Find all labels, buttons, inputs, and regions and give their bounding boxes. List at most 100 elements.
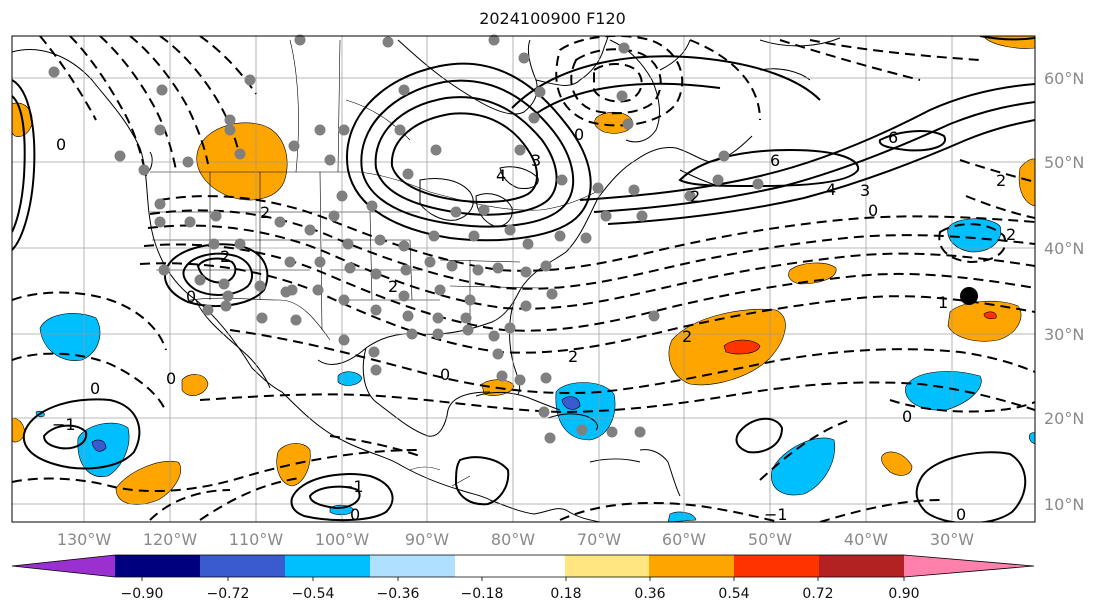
station-marker	[752, 178, 764, 190]
station-marker	[370, 268, 382, 280]
highlight-marker	[960, 287, 978, 305]
lat-tick-label: 50°N	[1044, 153, 1084, 172]
station-marker	[382, 36, 394, 48]
colorbar-segment	[734, 555, 819, 577]
station-marker	[544, 432, 556, 444]
colorbar-segment	[200, 555, 285, 577]
station-marker	[528, 112, 540, 124]
lat-tick-label: 40°N	[1044, 239, 1084, 258]
station-marker	[274, 216, 286, 228]
station-marker	[294, 34, 306, 46]
lon-tick-label: 90°W	[405, 530, 449, 549]
station-marker	[314, 124, 326, 136]
station-marker	[328, 210, 340, 222]
station-marker	[366, 200, 378, 212]
colorbar-segment	[649, 555, 734, 577]
station-marker	[194, 274, 206, 286]
station-marker	[154, 198, 166, 210]
station-marker	[618, 42, 630, 54]
station-marker	[114, 150, 126, 162]
station-marker	[464, 294, 476, 306]
contour-label: 3	[860, 181, 870, 200]
contour-label: −1	[340, 477, 364, 496]
station-marker	[634, 426, 646, 438]
contour-label: 0	[186, 287, 196, 306]
station-marker	[648, 310, 660, 322]
colorbar-tick-label: −0.36	[377, 586, 420, 602]
lon-tick-label: 30°W	[930, 530, 974, 549]
station-marker	[338, 334, 350, 346]
station-marker	[280, 286, 292, 298]
station-marker	[314, 256, 326, 268]
contour-label: 4	[826, 180, 836, 199]
colorbar-segment	[565, 555, 649, 577]
station-marker	[616, 90, 628, 102]
colorbar-high-extension	[904, 555, 1034, 577]
colorbar-tick-label: 0.72	[802, 586, 833, 602]
contour-label: 4	[496, 166, 506, 185]
station-marker	[496, 370, 508, 382]
station-marker	[284, 256, 296, 268]
station-marker	[324, 154, 336, 166]
station-marker	[370, 304, 382, 316]
station-marker	[424, 256, 436, 268]
contour-label: 2	[690, 187, 700, 206]
contour-label: 2	[682, 327, 692, 346]
station-marker	[254, 280, 266, 292]
contour-label: 0	[440, 365, 450, 384]
contour-label: 0	[574, 125, 584, 144]
colorbar-tick-label: −0.54	[292, 586, 335, 602]
station-marker	[288, 140, 300, 152]
contour-label: 0	[868, 201, 878, 220]
station-marker	[234, 238, 246, 250]
station-markers	[48, 34, 764, 444]
station-marker	[402, 310, 414, 322]
station-marker	[208, 238, 220, 250]
contour-label: 0	[90, 379, 100, 398]
colorbar-tick-label: 0.18	[550, 586, 581, 602]
station-marker	[398, 84, 410, 96]
station-marker	[432, 328, 444, 340]
station-marker	[556, 174, 568, 186]
contour-label: 6	[770, 151, 780, 170]
colorbar-tick-label: −0.72	[207, 586, 250, 602]
contour-label: 2	[220, 247, 230, 266]
station-marker	[606, 426, 618, 438]
colorbar-segment	[285, 555, 370, 577]
station-marker	[712, 174, 724, 186]
contour-label: 0	[956, 505, 966, 524]
station-marker	[338, 294, 350, 306]
station-marker	[504, 322, 516, 334]
station-marker	[576, 424, 588, 436]
contour-label: 2	[260, 203, 270, 222]
contour-label: −1	[52, 415, 76, 434]
map-title: 2024100900 F120	[479, 9, 626, 28]
station-marker	[342, 238, 354, 250]
station-marker	[488, 330, 500, 342]
colorbar-tick-label: 0.54	[718, 586, 749, 602]
contour-label: −1	[764, 505, 788, 524]
station-marker	[224, 124, 236, 136]
station-marker	[492, 348, 504, 360]
station-marker	[434, 284, 446, 296]
station-marker	[156, 84, 168, 96]
station-marker	[428, 230, 440, 242]
station-marker	[540, 260, 552, 272]
station-marker	[368, 346, 380, 358]
station-marker	[234, 148, 246, 160]
station-marker	[344, 262, 356, 274]
contour-label: 0	[166, 369, 176, 388]
station-marker	[636, 210, 648, 222]
station-marker	[154, 216, 166, 228]
station-marker	[446, 260, 458, 272]
station-marker	[592, 182, 604, 194]
station-marker	[718, 150, 730, 162]
station-marker	[224, 114, 236, 126]
station-marker	[256, 312, 268, 324]
station-marker	[244, 74, 256, 86]
colorbar-segment	[455, 555, 565, 577]
contour-label: 1	[938, 293, 948, 312]
colorbar-tick-label: 0.90	[888, 586, 919, 602]
station-marker	[534, 86, 546, 98]
